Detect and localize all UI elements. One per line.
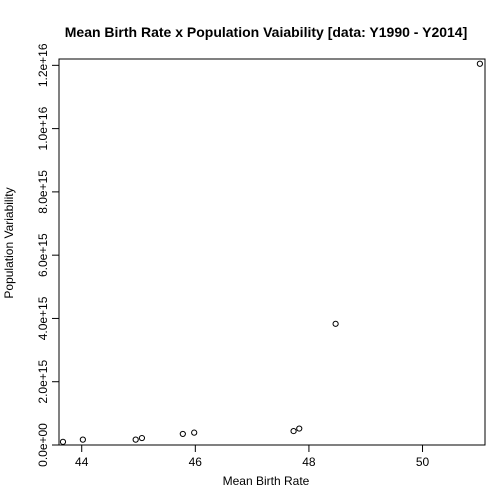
data-point — [191, 429, 198, 436]
data-point — [290, 427, 297, 435]
x-axis: 44 46 48 50 — [75, 444, 430, 469]
data-point — [132, 436, 139, 443]
data-point — [296, 425, 303, 432]
y-tick-label: 8.0e+15 — [36, 170, 50, 214]
chart-title: Mean Birth Rate x Population Vaiability … — [65, 24, 468, 40]
y-tick-label: 0.0e+00 — [36, 423, 50, 467]
data-point — [476, 60, 483, 67]
data-point — [179, 430, 186, 438]
x-axis-label: Mean Birth Rate — [223, 474, 310, 488]
y-axis: 0.0e+00 2.0e+15 4.0e+15 6.0e+15 8.0e+15 1.0e+… — [36, 43, 60, 467]
x-tick-label: 50 — [416, 455, 430, 469]
x-tick-label: 46 — [189, 455, 203, 469]
y-tick-label: 4.0e+15 — [36, 296, 50, 340]
data-point — [138, 434, 146, 442]
data-point — [332, 320, 339, 327]
y-tick-label: 1.2e+16 — [36, 43, 50, 87]
x-tick-label: 48 — [302, 455, 316, 469]
y-tick-label: 1.0e+16 — [36, 106, 50, 150]
data-point — [59, 438, 67, 445]
data-points — [59, 60, 483, 445]
plot-frame — [58, 58, 486, 446]
data-point — [79, 436, 86, 443]
y-tick-label: 6.0e+15 — [36, 233, 50, 277]
y-axis-label: Population Variability — [2, 187, 16, 298]
y-tick-label: 2.0e+15 — [36, 360, 50, 404]
x-tick-label: 44 — [75, 455, 89, 469]
